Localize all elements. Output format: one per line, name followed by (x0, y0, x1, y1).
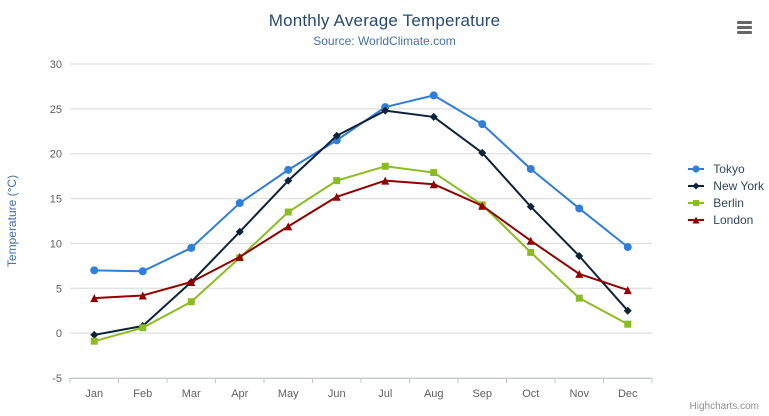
series-point-berlin (624, 320, 632, 328)
legend-item-berlin[interactable]: Berlin (688, 196, 764, 210)
legend-item-london[interactable]: London (688, 213, 764, 227)
legend-marker (693, 200, 700, 206)
series-point-london (381, 176, 390, 185)
series-point-london (235, 252, 244, 261)
series-point-london (284, 222, 293, 231)
london-series-marker-icon (688, 214, 708, 226)
series-point-tokyo (284, 165, 293, 174)
series-point-london (332, 192, 341, 201)
x-axis-tick-label: May (278, 388, 299, 400)
legend-item-tokyo[interactable]: Tokyo (688, 162, 764, 176)
series-point-berlin (575, 294, 583, 302)
series-line-tokyo[interactable] (93, 94, 629, 273)
series-point-london (526, 236, 535, 245)
series-point-new-york (381, 106, 390, 115)
series-point-tokyo (575, 204, 584, 213)
series-point-london (90, 294, 99, 303)
x-axis-tick-label: Oct (522, 388, 539, 400)
x-axis-tick-label: Jun (328, 388, 346, 400)
series-point-berlin (90, 337, 98, 345)
chart-title: Monthly Average Temperature (268, 11, 501, 30)
series-point-new-york (429, 112, 438, 121)
x-axis-tick-label: Feb (133, 388, 152, 400)
y-axis-tick-label: 20 (50, 149, 62, 161)
series-point-london (187, 278, 196, 287)
series-point-tokyo (138, 267, 147, 276)
series-point-tokyo (478, 120, 487, 129)
legend-marker (692, 216, 700, 224)
new-york-series-marker-icon (688, 180, 708, 192)
y-axis-tick-label: 5 (56, 283, 62, 295)
y-axis-tick-label: 30 (50, 59, 62, 71)
y-axis-tick-label: 0 (56, 328, 62, 340)
series-point-new-york (623, 306, 632, 315)
series-line-berlin[interactable] (93, 165, 629, 343)
x-axis-tick-label: Aug (424, 388, 444, 400)
series-point-tokyo (429, 91, 438, 100)
legend-label: New York (713, 179, 764, 193)
series-point-tokyo (235, 199, 244, 208)
y-axis-title: Temperature (°C) (5, 175, 19, 267)
hamburger-menu-icon[interactable] (735, 19, 755, 38)
x-axis-tick-label: Jul (378, 388, 392, 400)
series-point-berlin (333, 177, 341, 185)
series-point-tokyo (526, 164, 535, 173)
tokyo-series-marker-icon (688, 163, 708, 175)
series-point-berlin (187, 298, 195, 306)
series-point-berlin (527, 248, 535, 256)
series-point-berlin (430, 169, 438, 177)
chart-subtitle: Source: WorldClimate.com (313, 34, 456, 48)
legend-marker (692, 165, 700, 173)
series-point-new-york (90, 330, 99, 339)
series-point-berlin (139, 324, 147, 332)
legend-label: Tokyo (713, 162, 745, 176)
series-point-tokyo (187, 243, 196, 252)
series-point-london (575, 269, 584, 278)
legend-item-new-york[interactable]: New York (688, 179, 764, 193)
series-point-london (623, 286, 632, 295)
x-axis-tick-label: Sep (472, 388, 492, 400)
y-axis-tick-label: 15 (50, 194, 62, 206)
series-point-new-york (478, 148, 487, 157)
chart-legend: Tokyo New York Berlin London (688, 162, 764, 227)
series-point-london (138, 291, 147, 300)
berlin-series-marker-icon (688, 197, 708, 209)
y-axis-tick-label: 25 (50, 104, 62, 116)
x-axis-tick-label: Apr (231, 388, 248, 400)
series-point-new-york (575, 251, 584, 260)
highcharts-credits-link[interactable]: Highcharts.com (689, 401, 759, 412)
series-point-new-york (284, 176, 293, 185)
series-point-new-york (235, 227, 244, 236)
series-point-tokyo (623, 243, 632, 252)
series-point-berlin (381, 162, 389, 170)
x-axis-tick-label: Jan (85, 388, 103, 400)
legend-label: London (713, 213, 754, 227)
series-line-new-york[interactable] (93, 109, 629, 336)
x-axis-tick-label: Nov (569, 388, 589, 400)
legend-label: Berlin (713, 196, 744, 210)
series-point-new-york (526, 202, 535, 211)
x-axis-tick-label: Dec (618, 388, 638, 400)
series-point-tokyo (90, 266, 99, 275)
series-point-london (429, 180, 438, 189)
y-axis-tick-label: -5 (52, 373, 62, 385)
y-axis-tick-label: 10 (50, 238, 62, 250)
series-point-berlin (284, 208, 292, 216)
series-point-new-york (332, 131, 341, 140)
series-point-london (478, 201, 487, 210)
x-axis-tick-label: Mar (182, 388, 201, 400)
series-line-london[interactable] (93, 179, 629, 300)
legend-marker (692, 182, 700, 190)
